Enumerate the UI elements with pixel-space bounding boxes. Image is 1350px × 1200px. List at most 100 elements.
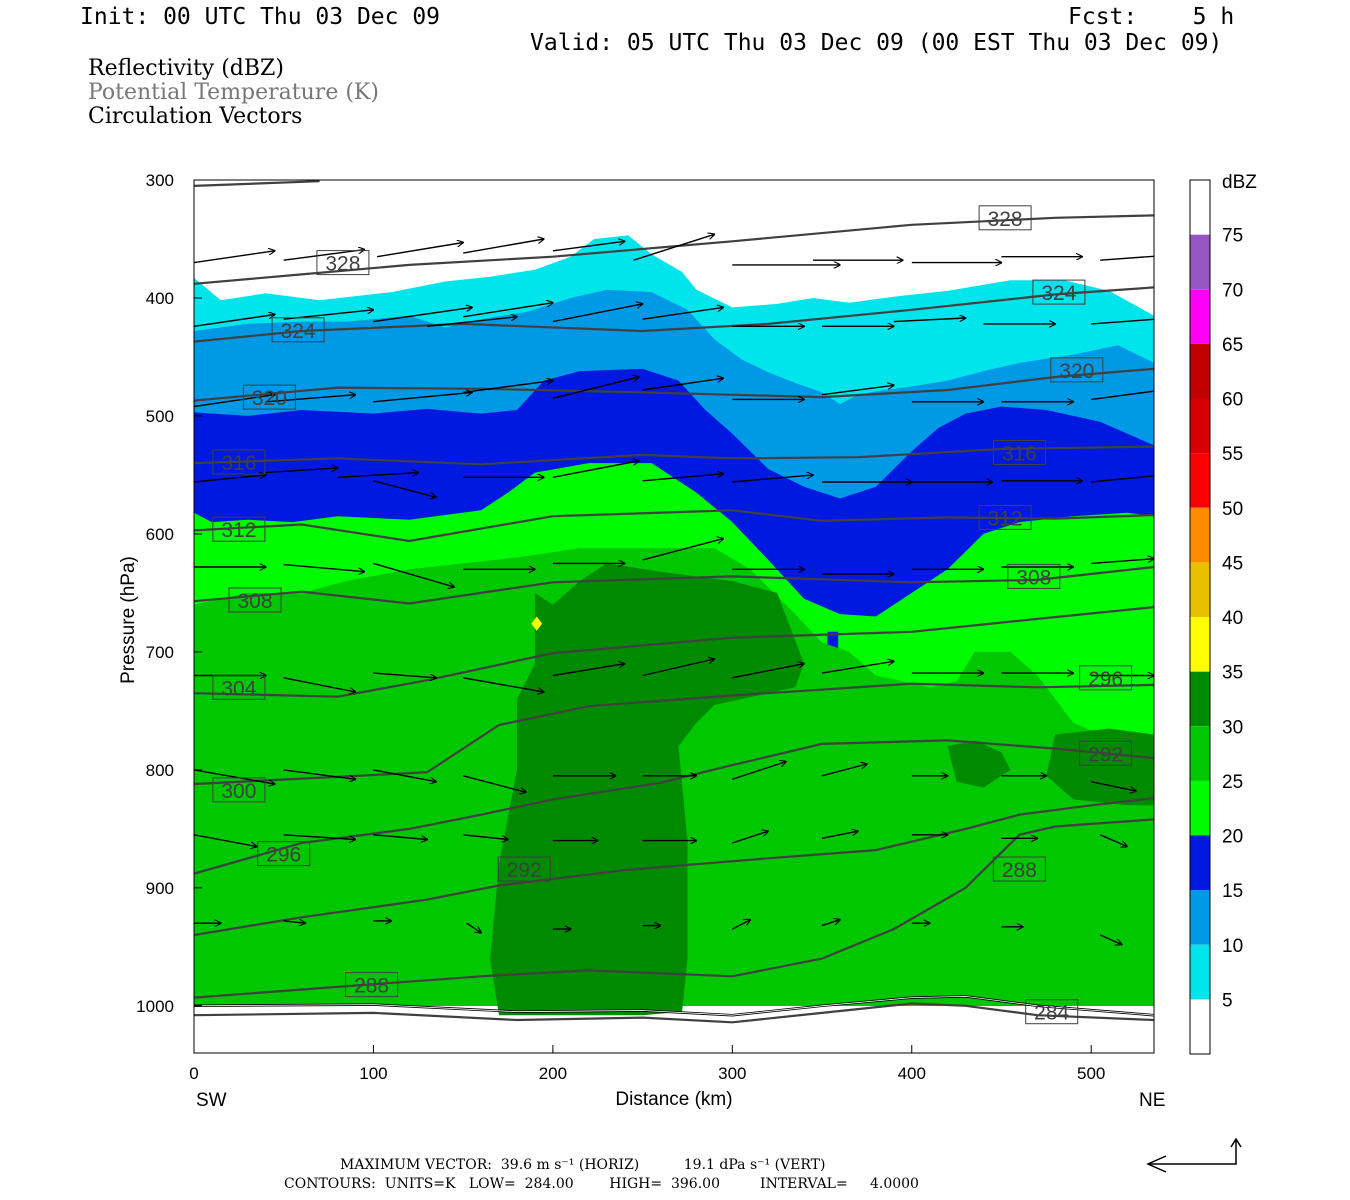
- contour-label: 308: [1016, 566, 1051, 589]
- circulation-vector: [1091, 390, 1154, 401]
- theta-contour-308: [194, 565, 1154, 605]
- contour-label: 296: [1088, 668, 1123, 691]
- circulation-vector: [821, 661, 894, 674]
- colorbar-level-label: 40: [1222, 608, 1243, 629]
- colorbar-level-label: 55: [1222, 444, 1243, 465]
- contour-label-box: [978, 504, 1032, 530]
- contour-label-box: [271, 317, 325, 343]
- y-tick-label: 400: [146, 289, 174, 308]
- circulation-vector: [283, 250, 365, 261]
- circulation-vector: [552, 304, 643, 323]
- x-tick-label: 300: [718, 1064, 746, 1083]
- circulation-vector: [373, 769, 436, 782]
- colorbar-level-label: 45: [1222, 553, 1243, 574]
- contour-label: 324: [281, 320, 316, 343]
- contour-label-box: [212, 674, 266, 700]
- contour-label: 324: [1041, 282, 1076, 305]
- x-tick-label: 200: [539, 1064, 567, 1083]
- colorbar-swatch-20: [1190, 780, 1210, 836]
- contour-label-box: [212, 516, 266, 542]
- colorbar-swatch-25: [1190, 726, 1210, 781]
- y-tick-label: 500: [146, 407, 174, 426]
- reference-vector-icon: [1146, 1137, 1242, 1173]
- legend-circulation-vectors: Circulation Vectors: [88, 104, 303, 129]
- contour-label-box: [1032, 279, 1086, 305]
- circulation-vector: [732, 762, 786, 780]
- valid-time: Valid: 05 UTC Thu 03 Dec 09 (00 EST Thu …: [530, 30, 1223, 56]
- colorbar-swatch-15: [1190, 835, 1210, 891]
- contour-label-box: [1079, 665, 1133, 691]
- circulation-vector: [732, 831, 768, 844]
- x-left-end-label: SW: [196, 1090, 227, 1111]
- circulation-vector: [283, 769, 356, 779]
- contour-label: 304: [221, 677, 256, 700]
- init-time: Init: 00 UTC Thu 03 Dec 09: [80, 4, 441, 30]
- colorbar-level-label: 15: [1222, 881, 1243, 902]
- contour-label-box: [992, 440, 1046, 465]
- colorbar-frame: [1189, 179, 1211, 1055]
- circulation-vector: [194, 769, 275, 784]
- theta-contour-284: [194, 1002, 1154, 1024]
- colorbar-swatch-55: [1190, 398, 1210, 454]
- contour-label: 284: [1034, 1002, 1069, 1025]
- colorbar-level-label: 35: [1222, 663, 1243, 684]
- circulation-vector: [642, 659, 715, 677]
- circulation-vector: [463, 677, 544, 692]
- colorbar-swatch-30: [1190, 671, 1210, 727]
- circulation-vector: [1091, 559, 1154, 565]
- contour-label-box: [257, 841, 311, 867]
- plot-frame: [193, 179, 1155, 1054]
- colorbar-level-label: 20: [1222, 827, 1243, 848]
- theta-contour-292: [194, 739, 1154, 875]
- max-vector-note: MAXIMUM VECTOR: 39.6 m s⁻¹ (HORIZ) 19.1 …: [340, 1157, 826, 1173]
- circulation-vector: [194, 834, 257, 847]
- contour-label-box: [497, 856, 551, 882]
- contour-label: 308: [237, 590, 272, 613]
- reflectivity-region-30dbz: [490, 563, 805, 1016]
- contour-label: 296: [266, 844, 301, 867]
- circulation-vector: [1091, 781, 1136, 791]
- circulation-vector: [821, 920, 840, 927]
- contour-label: 328: [988, 208, 1023, 231]
- circulation-vector: [893, 318, 966, 323]
- contour-label: 292: [507, 859, 542, 882]
- circulation-vector: [463, 303, 553, 318]
- theta-contour: [194, 180, 320, 187]
- circulation-vector: [642, 539, 724, 561]
- colorbar-swatch-50: [1190, 453, 1210, 508]
- reflectivity-region-30dbz: [1046, 728, 1154, 806]
- circulation-vector: [337, 473, 419, 478]
- colorbar-level-label: 65: [1222, 335, 1243, 356]
- circulation-vector: [1091, 318, 1154, 325]
- colorbar-level-label: 30: [1222, 717, 1243, 738]
- circulation-vector: [1099, 834, 1127, 847]
- theta-contour-320: [194, 367, 1154, 402]
- contour-label-box: [1025, 999, 1079, 1025]
- contour-label-box: [242, 384, 296, 410]
- circulation-vector: [633, 234, 715, 261]
- contour-label-box: [1079, 740, 1133, 766]
- circulation-vector: [427, 317, 517, 327]
- colorbar-level-label: 5: [1222, 990, 1233, 1011]
- x-tick-label: 400: [898, 1064, 926, 1083]
- colorbar-swatch-below-5: [1190, 999, 1210, 1054]
- colorbar-swatch-75: [1190, 180, 1210, 235]
- colorbar-level-label: 50: [1222, 499, 1243, 520]
- circulation-vector: [373, 307, 472, 323]
- circulation-vector: [194, 475, 266, 483]
- circulation-vector: [1091, 475, 1154, 483]
- theta-contour-288: [194, 818, 1154, 999]
- contour-labels: 328 328 324 324 320 320 316 316 312 312 308 308 304 2…: [212, 205, 1133, 1025]
- contour-label-box: [212, 449, 266, 475]
- circulation-vector: [1100, 255, 1154, 261]
- contour-label-box: [1050, 357, 1104, 383]
- circulation-vector: [552, 461, 639, 478]
- circulation-vector: [732, 664, 804, 679]
- circulation-vector: [552, 664, 625, 677]
- x-tick-label: 100: [359, 1064, 387, 1083]
- contour-label: 320: [1059, 360, 1094, 383]
- contour-label-box: [212, 777, 266, 803]
- circulation-vector: [373, 834, 427, 840]
- circulation-vector: [466, 922, 481, 933]
- circulation-vector: [732, 475, 813, 483]
